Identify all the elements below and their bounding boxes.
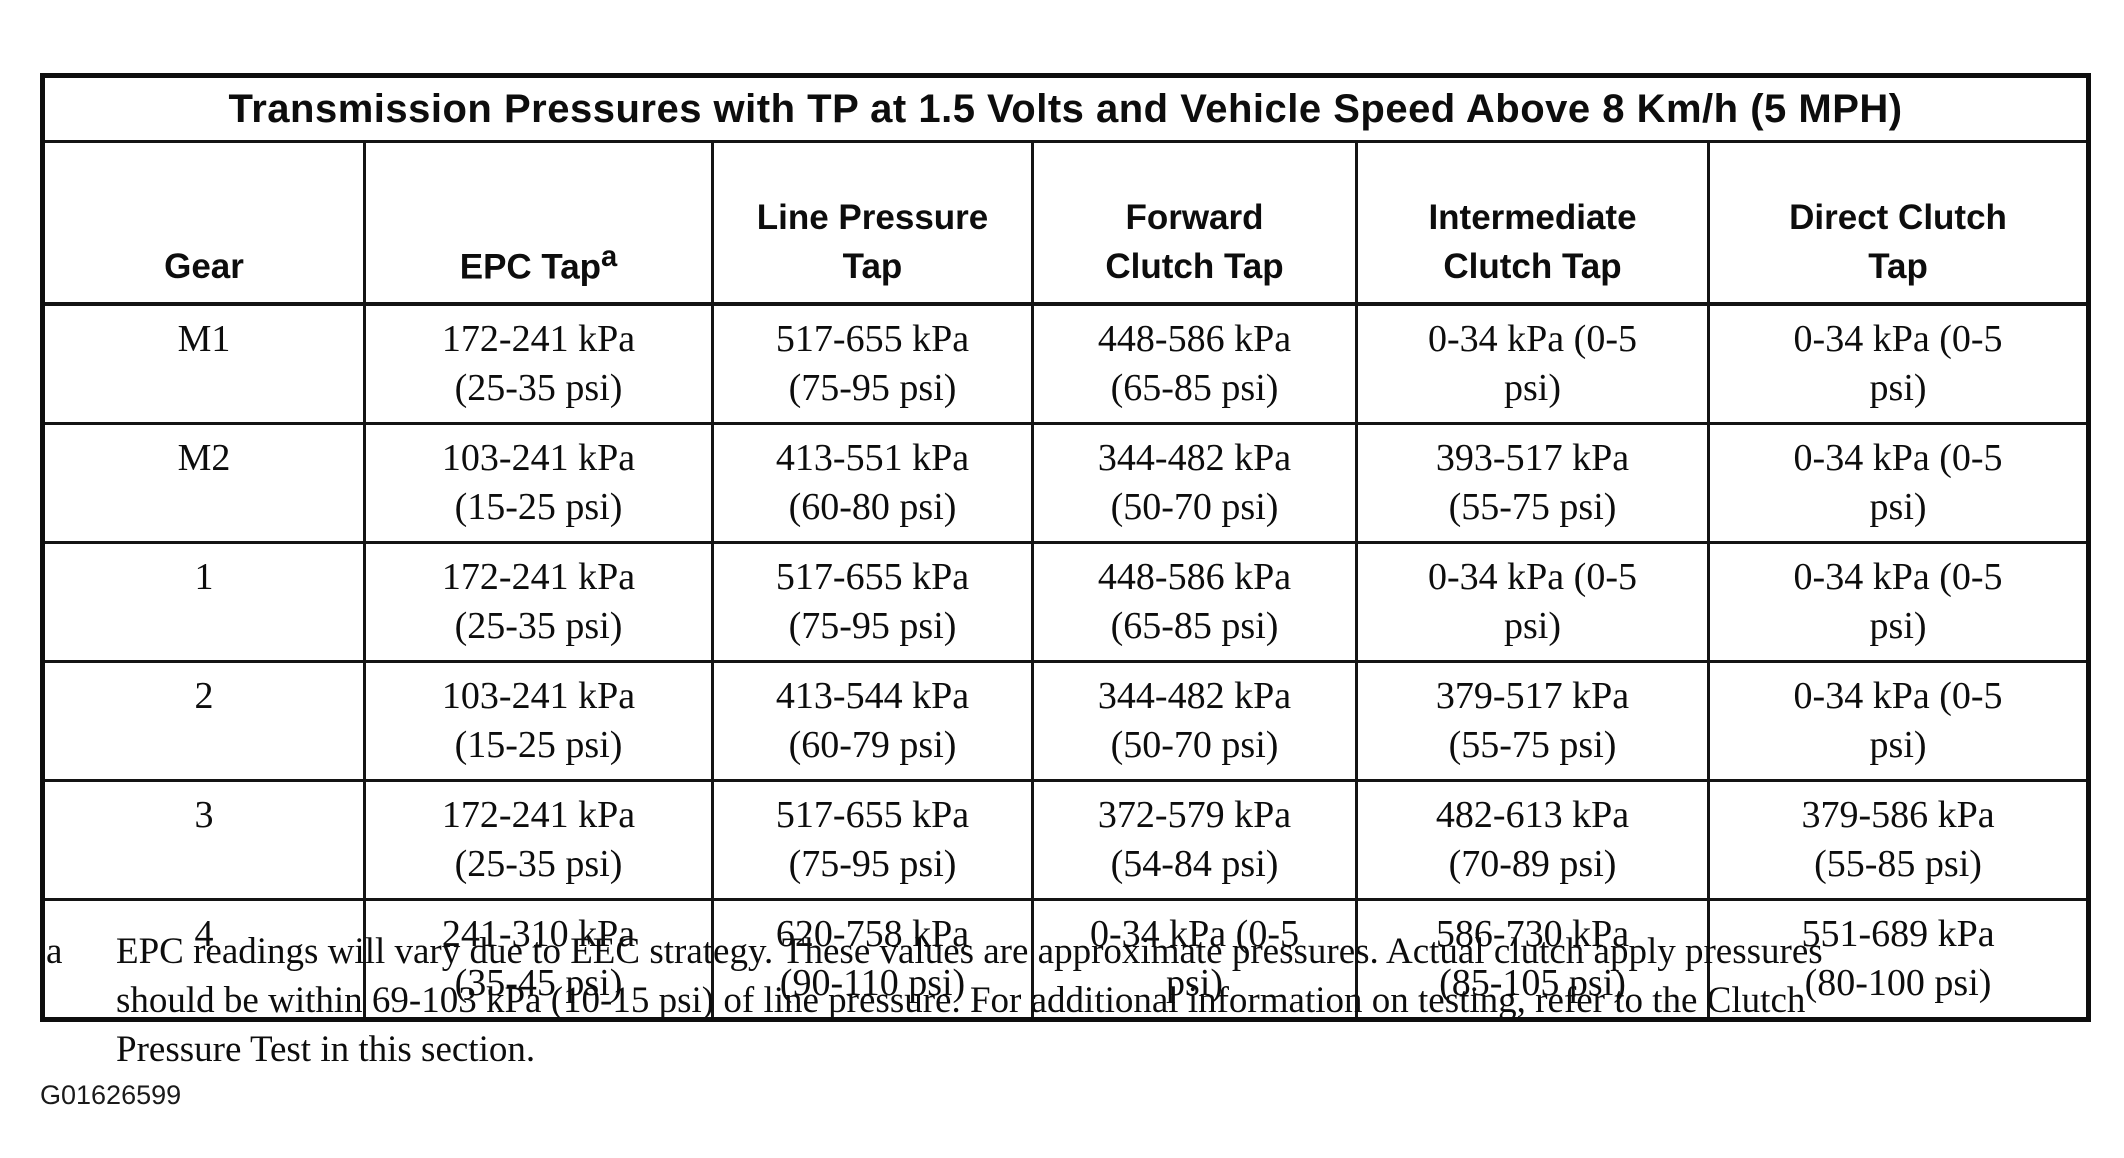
table-row-m2: M2 103-241 kPa (15-25 psi) 413-551 kPa (… [41, 422, 2091, 545]
gear-cell: M2 [41, 422, 366, 545]
gear-cell: M1 [41, 302, 366, 426]
pressure-cell: 620-758 kPa (90-110 psi) [711, 898, 1034, 1022]
pressure-cell: 172-241 kPa (25-35 psi) [363, 541, 714, 664]
pressure-cell: 0-34 kPa (0-5 psi) [1706, 660, 2091, 783]
gear-cell: 1 [41, 541, 366, 664]
gear-cell: 3 [41, 779, 366, 902]
title-row: Transmission Pressures with TP at 1.5 Vo… [40, 74, 2091, 143]
col-header-direct-clutch-label: Direct Clutch Tap [1789, 197, 2007, 287]
table-title: Transmission Pressures with TP at 1.5 Vo… [40, 74, 2091, 143]
pressure-cell: 344-482 kPa (50-70 psi) [1031, 422, 1358, 545]
pressure-cell: 586-730 kPa (85-105 psi) [1355, 898, 1710, 1022]
col-header-line-pressure-label: Line Pressure Tap [756, 197, 989, 287]
col-header-forward-clutch-label: Forward Clutch Tap [1105, 197, 1284, 287]
table-row-2: 2 103-241 kPa (15-25 psi) 413-544 kPa (6… [41, 660, 2091, 783]
pressure-cell: 517-655 kPa (75-95 psi) [711, 302, 1034, 426]
footnote-marker-superscript: a [601, 240, 618, 273]
pressure-cell: 103-241 kPa (15-25 psi) [363, 660, 714, 783]
pressure-cell: 241-310 kPa (35-45 psi) [363, 898, 714, 1022]
pressure-cell: 379-586 kPa (55-85 psi) [1706, 779, 2091, 902]
pressure-cell: 0-34 kPa (0-5 psi) [1706, 541, 2091, 664]
pressure-cell: 0-34 kPa (0-5 psi) [1706, 302, 2091, 426]
pressure-cell: 379-517 kPa (55-75 psi) [1355, 660, 1710, 783]
pressure-cell: 0-34 kPa (0-5 psi) [1031, 898, 1358, 1022]
footnote-text: EPC readings will vary due to EEC strate… [116, 931, 1823, 1070]
col-header-direct-clutch-tap: Direct Clutch Tap [1706, 140, 2091, 307]
pressure-cell: 344-482 kPa (50-70 psi) [1031, 660, 1358, 783]
pressure-cell: 103-241 kPa (15-25 psi) [363, 422, 714, 545]
table-row-3: 3 172-241 kPa (25-35 psi) 517-655 kPa (7… [41, 779, 2091, 902]
col-header-intermediate-clutch-tap: Intermediate Clutch Tap [1355, 140, 1710, 307]
pressure-cell: 0-34 kPa (0-5 psi) [1355, 302, 1710, 426]
gear-cell: 2 [41, 660, 366, 783]
pressure-cell: 0-34 kPa (0-5 psi) [1355, 541, 1710, 664]
table-row-1: 1 172-241 kPa (25-35 psi) 517-655 kPa (7… [41, 541, 2091, 664]
table-row-m1: M1 172-241 kPa (25-35 psi) 517-655 kPa (… [41, 302, 2091, 426]
table-row-4: 4 241-310 kPa (35-45 psi) 620-758 kPa (9… [41, 898, 2091, 1022]
pressure-cell: 448-586 kPa (65-85 psi) [1031, 302, 1358, 426]
footnote: a EPC readings will vary due to EEC stra… [46, 928, 2086, 1074]
col-header-intermediate-clutch-label: Intermediate Clutch Tap [1428, 197, 1637, 287]
col-header-line-pressure-tap: Line Pressure Tap [711, 140, 1034, 307]
pressure-cell: 517-655 kPa (75-95 psi) [711, 779, 1034, 902]
document-id: G01626599 [40, 1080, 182, 1110]
header-row: Gear EPC Tapa Line Pressure Tap Forward … [41, 140, 2091, 307]
pressure-cell: 551-689 kPa (80-100 psi) [1706, 898, 2091, 1022]
col-header-gear-label: Gear [164, 247, 244, 287]
col-header-forward-clutch-tap: Forward Clutch Tap [1031, 140, 1358, 307]
pressure-cell: 482-613 kPa (70-89 psi) [1355, 779, 1710, 902]
transmission-pressure-table: Transmission Pressures with TP at 1.5 Vo… [40, 73, 2092, 1023]
pressure-cell: 413-544 kPa (60-79 psi) [711, 660, 1034, 783]
pressure-cell: 517-655 kPa (75-95 psi) [711, 541, 1034, 664]
col-header-epc-label: EPC Tap [459, 247, 602, 287]
pressure-cell: 413-551 kPa (60-80 psi) [711, 422, 1034, 545]
col-header-epc-tap: EPC Tapa [363, 140, 714, 307]
pressure-cell: 0-34 kPa (0-5 psi) [1706, 422, 2091, 545]
footnote-marker: a [46, 931, 63, 972]
pressure-cell: 393-517 kPa (55-75 psi) [1355, 422, 1710, 545]
pressure-cell: 172-241 kPa (25-35 psi) [363, 779, 714, 902]
pressure-cell: 172-241 kPa (25-35 psi) [363, 302, 714, 426]
pressure-cell: 372-579 kPa (54-84 psi) [1031, 779, 1358, 902]
gear-cell: 4 [41, 898, 366, 1022]
col-header-gear: Gear [41, 140, 366, 307]
pressure-cell: 448-586 kPa (65-85 psi) [1031, 541, 1358, 664]
